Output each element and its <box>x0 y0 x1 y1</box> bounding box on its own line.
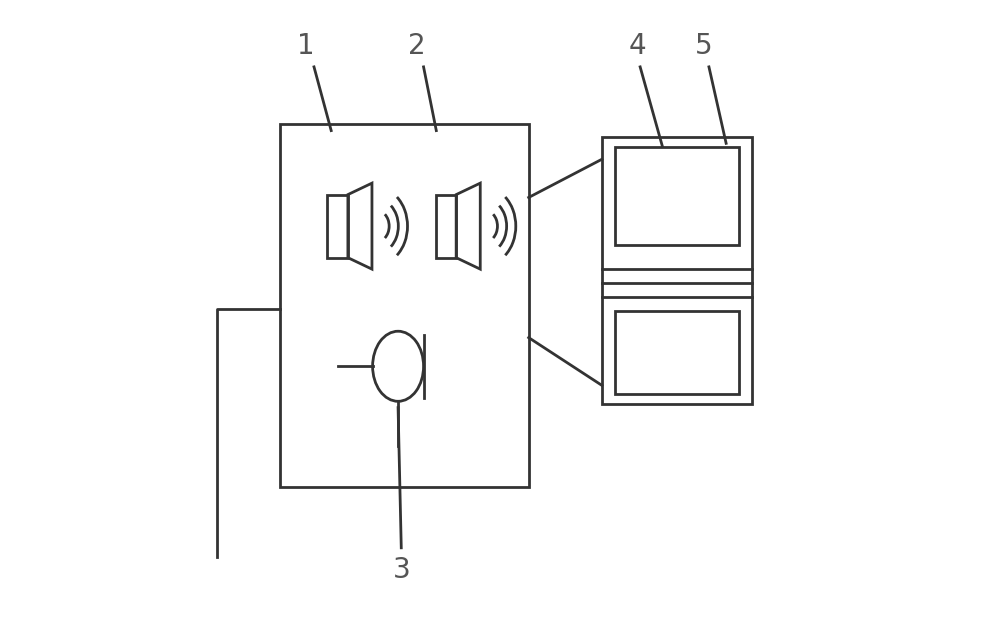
Bar <box>615 147 739 245</box>
Bar <box>280 124 529 487</box>
Bar <box>602 137 752 404</box>
Text: 1: 1 <box>297 32 315 60</box>
Bar <box>615 311 739 394</box>
Text: 2: 2 <box>408 32 426 60</box>
Text: 5: 5 <box>695 32 713 60</box>
Text: 3: 3 <box>392 556 410 584</box>
Text: 4: 4 <box>628 32 646 60</box>
